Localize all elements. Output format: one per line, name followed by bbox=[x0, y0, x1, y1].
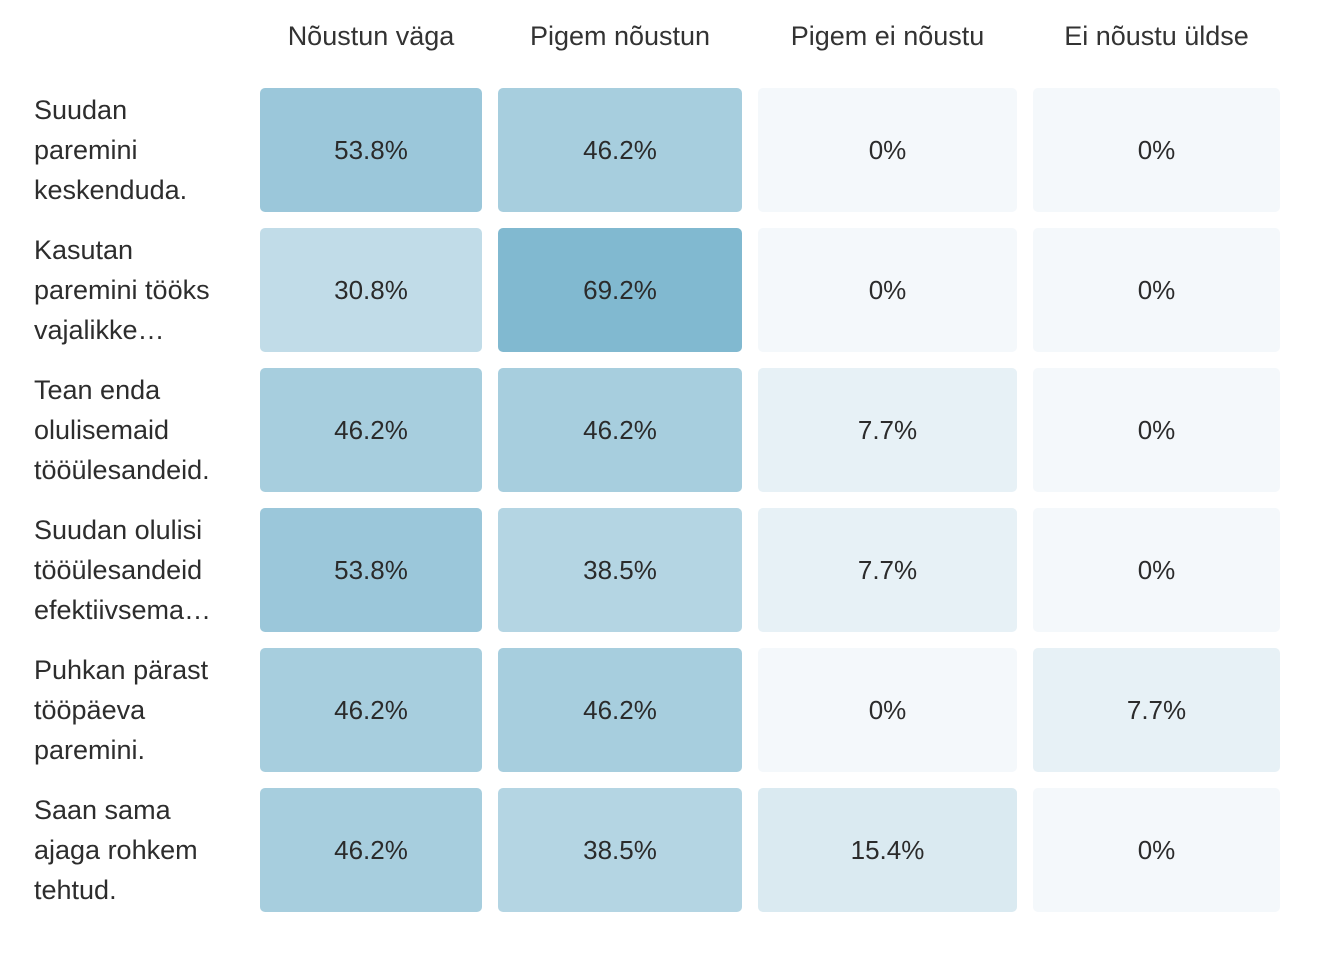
column-header: Pigem ei nõustu bbox=[790, 21, 985, 51]
cell-value-label: 0% bbox=[868, 134, 907, 165]
heatmap-cell: 0% bbox=[1033, 368, 1280, 492]
row-label-line: paremini tööks bbox=[34, 275, 210, 305]
cell-value-label: 0% bbox=[1137, 834, 1176, 865]
cell-value-label: 38.5% bbox=[583, 554, 657, 585]
cell-value-label: 46.2% bbox=[334, 834, 408, 865]
row-label-line: olulisemaid bbox=[34, 415, 170, 445]
heatmap-cell: 38.5% bbox=[498, 788, 742, 912]
heatmap-cell: 0% bbox=[758, 228, 1017, 352]
heatmap-cell: 7.7% bbox=[1033, 648, 1280, 772]
heatmap-cell: 7.7% bbox=[758, 508, 1017, 632]
heatmap-cell: 0% bbox=[1033, 228, 1280, 352]
heatmap-cell: 46.2% bbox=[260, 648, 482, 772]
heatmap-cell: 0% bbox=[758, 648, 1017, 772]
row-label-line: Kasutan bbox=[34, 235, 134, 265]
heatmap-cell: 30.8% bbox=[260, 228, 482, 352]
row-label-line: vajalikke… bbox=[34, 315, 165, 345]
heatmap-cell: 53.8% bbox=[260, 508, 482, 632]
cell-value-label: 30.8% bbox=[334, 274, 408, 305]
heatmap-cell: 7.7% bbox=[758, 368, 1017, 492]
column-header: Ei nõustu üldse bbox=[1064, 21, 1249, 51]
row-label: Puhkan pärast tööpäeva paremini. bbox=[34, 650, 234, 770]
row-label-line: Suudan olulisi bbox=[34, 515, 203, 545]
row-label: Saan sama ajaga rohkem tehtud. bbox=[34, 790, 234, 910]
cell-value-label: 53.8% bbox=[334, 134, 408, 165]
heatmap-cell: 69.2% bbox=[498, 228, 742, 352]
cell-value-label: 7.7% bbox=[857, 414, 918, 445]
row-label-line: Suudan bbox=[34, 95, 128, 125]
cell-value-label: 0% bbox=[1137, 554, 1176, 585]
cell-value-label: 7.7% bbox=[1126, 694, 1187, 725]
heatmap-cell: 53.8% bbox=[260, 88, 482, 212]
cell-value-label: 0% bbox=[1137, 134, 1176, 165]
heatmap-cell: 46.2% bbox=[498, 88, 742, 212]
heatmap-cell: 46.2% bbox=[498, 648, 742, 772]
heatmap-cell: 46.2% bbox=[260, 368, 482, 492]
row-label: Suudan paremini keskenduda. bbox=[34, 90, 234, 210]
row-label-line: paremini bbox=[34, 135, 138, 165]
cell-value-label: 0% bbox=[1137, 414, 1176, 445]
row-label-line: tööülesandeid bbox=[34, 555, 203, 585]
cell-value-label: 46.2% bbox=[583, 414, 657, 445]
heatmap-cell: 15.4% bbox=[758, 788, 1017, 912]
cell-value-label: 69.2% bbox=[583, 274, 657, 305]
column-header: Pigem nõustun bbox=[529, 21, 711, 51]
cell-value-label: 46.2% bbox=[334, 694, 408, 725]
row-label: Kasutan paremini tööks vajalikke… bbox=[34, 230, 234, 350]
row-label-line: Saan sama bbox=[34, 795, 171, 825]
heatmap-cell: 0% bbox=[1033, 88, 1280, 212]
row-label-line: paremini. bbox=[34, 735, 146, 765]
row-label-line: efektiivsema… bbox=[34, 595, 212, 625]
row-label-line: tööpäeva bbox=[34, 695, 146, 725]
heatmap-cell: 46.2% bbox=[498, 368, 742, 492]
row-label-line: tehtud. bbox=[34, 875, 117, 905]
heatmap-cell: 46.2% bbox=[260, 788, 482, 912]
cell-value-label: 38.5% bbox=[583, 834, 657, 865]
row-label: Tean enda olulisemaid tööülesandeid. bbox=[34, 370, 234, 490]
cell-value-label: 46.2% bbox=[334, 414, 408, 445]
row-label-line: Tean enda bbox=[34, 375, 161, 405]
cell-value-label: 46.2% bbox=[583, 694, 657, 725]
row-label-line: ajaga rohkem bbox=[34, 835, 198, 865]
cell-value-label: 0% bbox=[1137, 274, 1176, 305]
heatmap-cell: 38.5% bbox=[498, 508, 742, 632]
heatmap-cell: 0% bbox=[758, 88, 1017, 212]
row-label-line: tööülesandeid. bbox=[34, 455, 210, 485]
cell-value-label: 7.7% bbox=[857, 554, 918, 585]
cell-value-label: 0% bbox=[868, 274, 907, 305]
cell-value-label: 15.4% bbox=[850, 834, 925, 865]
column-header: Nõustun väga bbox=[287, 21, 455, 51]
heatmap-cell: 0% bbox=[1033, 788, 1280, 912]
cell-value-label: 53.8% bbox=[334, 554, 408, 585]
heatmap-cell: 0% bbox=[1033, 508, 1280, 632]
cell-value-label: 0% bbox=[868, 694, 907, 725]
cell-value-label: 46.2% bbox=[583, 134, 657, 165]
row-label-line: Puhkan pärast bbox=[34, 655, 209, 685]
row-label: Suudan olulisi tööülesandeid efektiivsema… bbox=[34, 510, 234, 630]
row-label-line: keskenduda. bbox=[34, 175, 188, 205]
